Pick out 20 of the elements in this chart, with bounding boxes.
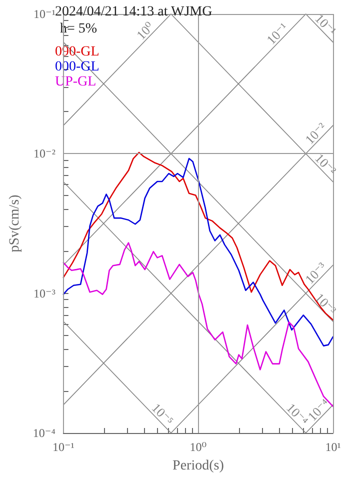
x-tick-label: 10⁻¹ (52, 440, 75, 454)
annotation: 10⁻¹ (312, 10, 340, 38)
annotation: 10⁻² (302, 120, 330, 148)
y-axis-title: pSv(cm/s) (8, 194, 22, 252)
y-tick-label: 10⁻² (33, 146, 56, 161)
annotation: 10⁰ (133, 19, 157, 43)
y-tick-label: 10⁻¹ (33, 7, 56, 21)
annotation: 10⁻³ (312, 290, 340, 318)
annotation: 10⁻¹ (264, 20, 291, 48)
text: UP-GL (55, 74, 96, 90)
x-tick-label: 10¹ (325, 440, 342, 454)
annotation: 10⁻³ (302, 259, 330, 287)
text: 090-GL (55, 44, 100, 60)
annotation: 10⁻² (312, 150, 340, 178)
x-axis-title: Period(s) (172, 458, 224, 474)
x-tick-label: 10⁰ (190, 440, 207, 454)
chart-title: 2024/04/21 14:13 at WJMG (55, 4, 212, 20)
y-tick-label: 10⁻³ (33, 286, 56, 300)
y-tick-label: 10⁻⁴ (32, 426, 56, 440)
annotation: 10⁻⁵ (148, 400, 177, 428)
